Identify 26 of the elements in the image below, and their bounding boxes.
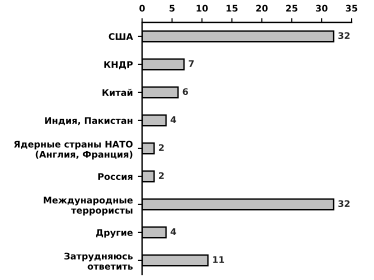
data-label: 4 [170, 228, 176, 235]
data-label: 11 [213, 256, 224, 263]
x-tick-label: 0 [139, 4, 145, 12]
y-tick-label: Китай [102, 88, 132, 96]
y-tick-label: Затрудняюсь ответить [64, 252, 133, 270]
x-tick-label: 10 [196, 4, 208, 12]
y-tick-label: Международные террористы [44, 196, 133, 216]
y-tick-label: США [108, 33, 134, 40]
x-tick-label: 30 [316, 4, 328, 12]
data-label: 6 [182, 88, 188, 96]
y-tick-label: Ядерные страны НАТО (Англия, Франция) [14, 140, 133, 160]
data-label: 7 [188, 60, 194, 67]
x-tick-label: 5 [170, 4, 175, 12]
data-label: 32 [338, 200, 350, 208]
y-tick-label: Другие [96, 229, 133, 238]
y-tick-label: Россия [98, 173, 132, 180]
x-tick-label: 20 [256, 4, 268, 12]
y-tick-label: КНДР [104, 61, 133, 70]
x-tick-label: 35 [346, 4, 358, 12]
data-label: 32 [338, 32, 350, 40]
data-label: 2 [158, 172, 164, 179]
x-tick-label: 25 [286, 4, 298, 12]
data-label: 2 [158, 144, 164, 151]
data-label: 4 [170, 116, 176, 123]
x-tick-label: 15 [226, 4, 238, 12]
y-tick-label: Индия, Пакистан [45, 117, 132, 126]
